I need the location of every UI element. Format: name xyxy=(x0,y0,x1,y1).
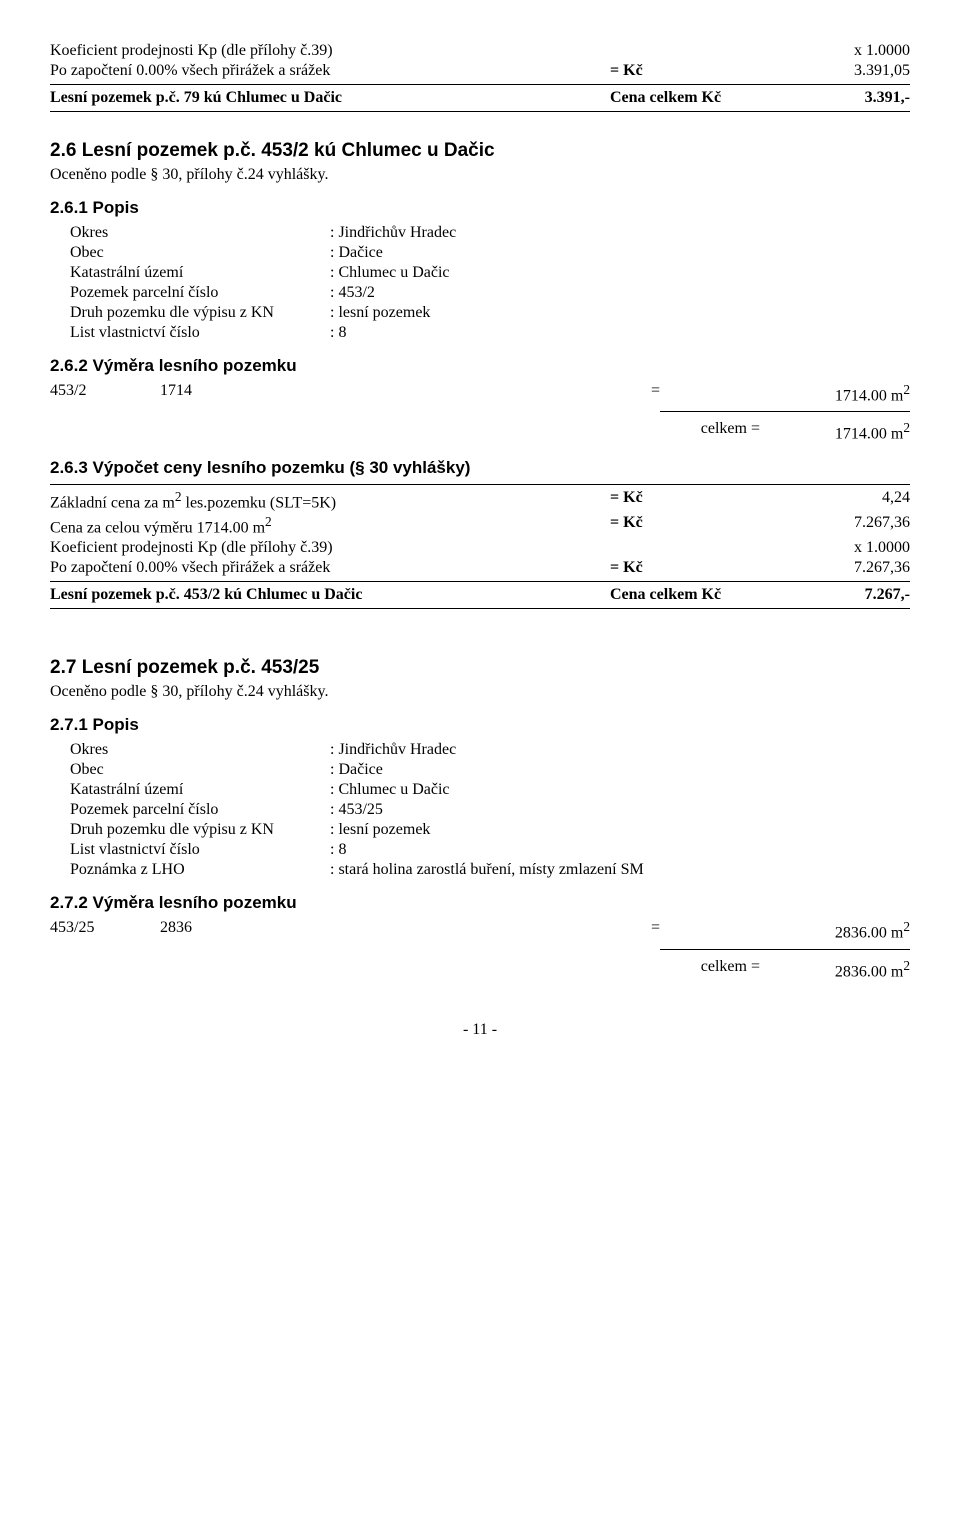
calc-label: Cena za celou výměru 1714.00 m2 xyxy=(50,514,610,537)
divider xyxy=(50,581,910,582)
calc-value: 4,24 xyxy=(790,489,910,512)
divider xyxy=(660,411,910,412)
po-label: Po započtení 0.00% všech přirážek a sráž… xyxy=(50,62,610,80)
total-mid: Cena celkem Kč xyxy=(610,89,790,107)
def-label: Druh pozemku dle výpisu z KN xyxy=(70,304,330,322)
calc-row: Po započtení 0.00% všech přirážek a sráž… xyxy=(50,559,910,577)
total-value: 7.267,- xyxy=(790,586,910,604)
def-value: : Chlumec u Dačic xyxy=(330,264,910,282)
def-label: Pozemek parcelní číslo xyxy=(70,284,330,302)
def-label: Pozemek parcelní číslo xyxy=(70,801,330,819)
area-raw: 1714 xyxy=(160,382,460,405)
def-value: : lesní pozemek xyxy=(330,304,910,322)
area-raw: 2836 xyxy=(160,919,460,942)
def-value: : stará holina zarostlá buření, místy zm… xyxy=(330,861,910,879)
vypocet-26-title: 2.6.3 Výpočet ceny lesního pozemku (§ 30… xyxy=(50,458,910,478)
eq-sign: = xyxy=(460,382,660,405)
parcel-id: 453/25 xyxy=(50,919,160,942)
total-label: Lesní pozemek p.č. 453/2 kú Chlumec u Da… xyxy=(50,586,610,604)
calc-eq: = Kč xyxy=(610,489,790,512)
def-value: : Jindřichův Hradec xyxy=(330,224,910,242)
celkem-value: 2836.00 m2 xyxy=(790,958,910,981)
divider xyxy=(660,949,910,950)
area-value: 1714.00 m2 xyxy=(660,382,910,405)
def-value: : 8 xyxy=(330,841,910,859)
def-value: : Dačice xyxy=(330,761,910,779)
calc-eq: = Kč xyxy=(610,559,790,577)
total-row-4532: Lesní pozemek p.č. 453/2 kú Chlumec u Da… xyxy=(50,586,910,604)
page-number: - 11 - xyxy=(50,1021,910,1039)
divider xyxy=(50,111,910,112)
po-eq: = Kč xyxy=(610,62,790,80)
section-26-title: 2.6 Lesní pozemek p.č. 453/2 kú Chlumec … xyxy=(50,140,910,162)
divider xyxy=(50,608,910,609)
vymera-row-27: 453/25 2836 = 2836.00 m2 xyxy=(50,919,910,942)
total-row-79: Lesní pozemek p.č. 79 kú Chlumec u Dačic… xyxy=(50,89,910,107)
calc-row: Základní cena za m2 les.pozemku (SLT=5K)… xyxy=(50,489,910,512)
po-row: Po započtení 0.00% všech přirážek a sráž… xyxy=(50,62,910,80)
def-value: : Chlumec u Dačic xyxy=(330,781,910,799)
popis-26-title: 2.6.1 Popis xyxy=(50,198,910,218)
def-label: List vlastnictví číslo xyxy=(70,324,330,342)
coef-row: Koeficient prodejnosti Kp (dle přílohy č… xyxy=(50,42,910,60)
def-label: Okres xyxy=(70,224,330,242)
divider xyxy=(50,484,910,485)
def-label: List vlastnictví číslo xyxy=(70,841,330,859)
calc-value: 7.267,36 xyxy=(790,559,910,577)
celkem-label: celkem = xyxy=(701,420,760,443)
def-value: : Dačice xyxy=(330,244,910,262)
def-value: : Jindřichův Hradec xyxy=(330,741,910,759)
total-value: 3.391,- xyxy=(790,89,910,107)
calc-label: Po započtení 0.00% všech přirážek a sráž… xyxy=(50,559,610,577)
celkem-row-27: celkem = 2836.00 m2 xyxy=(50,958,910,981)
def-label: Katastrální území xyxy=(70,781,330,799)
area-value: 2836.00 m2 xyxy=(660,919,910,942)
def-list-26: Okres: Jindřichův Hradec Obec: Dačice Ka… xyxy=(70,224,910,342)
oceneno-26: Oceněno podle § 30, přílohy č.24 vyhlášk… xyxy=(50,166,910,184)
coef-label: Koeficient prodejnosti Kp (dle přílohy č… xyxy=(50,42,333,60)
eq-sign: = xyxy=(460,919,660,942)
calc-label: Koeficient prodejnosti Kp (dle přílohy č… xyxy=(50,539,333,557)
calc-label: Základní cena za m2 les.pozemku (SLT=5K) xyxy=(50,489,610,512)
def-label: Katastrální území xyxy=(70,264,330,282)
def-label: Obec xyxy=(70,244,330,262)
def-value: : 453/25 xyxy=(330,801,910,819)
parcel-id: 453/2 xyxy=(50,382,160,405)
def-value: : 453/2 xyxy=(330,284,910,302)
def-value: : lesní pozemek xyxy=(330,821,910,839)
def-list-27: Okres: Jindřichův Hradec Obec: Dačice Ka… xyxy=(70,741,910,879)
total-mid: Cena celkem Kč xyxy=(610,586,790,604)
def-label: Druh pozemku dle výpisu z KN xyxy=(70,821,330,839)
total-label: Lesní pozemek p.č. 79 kú Chlumec u Dačic xyxy=(50,89,610,107)
vymera-27-title: 2.7.2 Výměra lesního pozemku xyxy=(50,893,910,913)
popis-27-title: 2.7.1 Popis xyxy=(50,715,910,735)
vymera-row-26: 453/2 1714 = 1714.00 m2 xyxy=(50,382,910,405)
coef-value: x 1.0000 xyxy=(854,42,910,60)
calc-eq: = Kč xyxy=(610,514,790,537)
def-label: Obec xyxy=(70,761,330,779)
def-label: Poznámka z LHO xyxy=(70,861,330,879)
section-27-title: 2.7 Lesní pozemek p.č. 453/25 xyxy=(50,657,910,679)
calc-row: Koeficient prodejnosti Kp (dle přílohy č… xyxy=(50,539,910,557)
calc-value: 7.267,36 xyxy=(790,514,910,537)
def-label: Okres xyxy=(70,741,330,759)
calc-value: x 1.0000 xyxy=(854,539,910,557)
calc-row: Cena za celou výměru 1714.00 m2 = Kč 7.2… xyxy=(50,514,910,537)
vymera-26-title: 2.6.2 Výměra lesního pozemku xyxy=(50,356,910,376)
celkem-row-26: celkem = 1714.00 m2 xyxy=(50,420,910,443)
celkem-value: 1714.00 m2 xyxy=(790,420,910,443)
divider xyxy=(50,84,910,85)
oceneno-27: Oceněno podle § 30, přílohy č.24 vyhlášk… xyxy=(50,683,910,701)
def-value: : 8 xyxy=(330,324,910,342)
celkem-label: celkem = xyxy=(701,958,760,981)
po-value: 3.391,05 xyxy=(790,62,910,80)
